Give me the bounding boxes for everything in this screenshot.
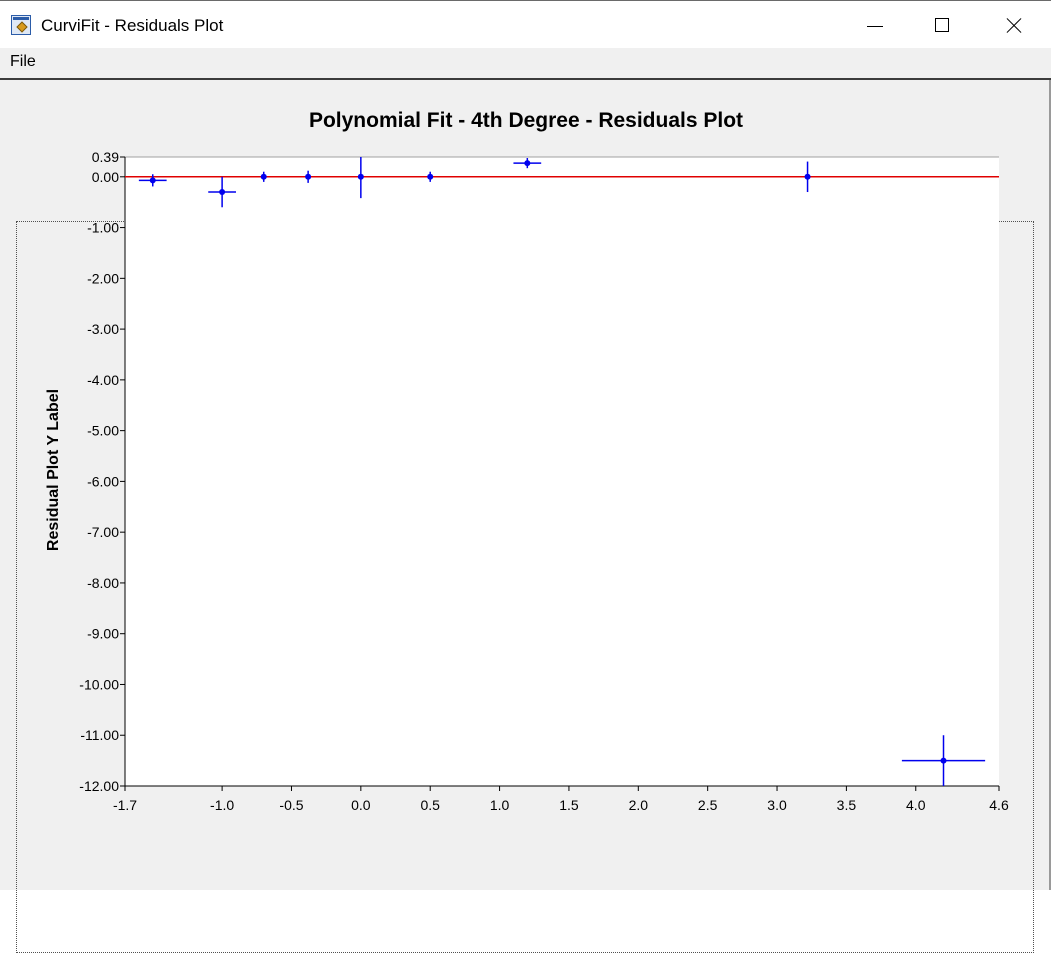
data-point (149, 177, 156, 184)
plot-area (125, 157, 999, 786)
y-tick-label: 0.00 (92, 169, 119, 185)
y-tick-label: -6.00 (87, 473, 119, 489)
y-tick-label: -8.00 (87, 575, 119, 591)
x-tick-label: 4.6 (989, 797, 1009, 813)
x-tick-label: 4.0 (906, 797, 926, 813)
y-tick-label: -1.00 (87, 220, 119, 236)
data-point (940, 757, 947, 764)
maximize-button[interactable] (908, 1, 978, 49)
x-tick-label: -1.7 (113, 797, 137, 813)
data-point (427, 173, 434, 180)
y-tick-label: -7.00 (87, 524, 119, 540)
data-point (219, 189, 226, 196)
y-tick-label: -9.00 (87, 626, 119, 642)
y-tick-label: 0.39 (92, 149, 119, 165)
data-point (524, 160, 531, 167)
y-tick-label: -12.00 (79, 778, 119, 794)
chart-title: Polynomial Fit - 4th Degree - Residuals … (309, 109, 743, 132)
y-tick-label: -10.00 (79, 676, 119, 692)
x-tick-label: -1.0 (210, 797, 234, 813)
data-point (804, 173, 811, 180)
y-tick-label: -2.00 (87, 270, 119, 286)
y-axis-label: Residual Plot Y Label (45, 389, 62, 551)
y-tick-label: -4.00 (87, 372, 119, 388)
x-tick-label: 1.0 (490, 797, 510, 813)
x-tick-label: 3.5 (837, 797, 857, 813)
y-tick-label: -3.00 (87, 321, 119, 337)
x-tick-label: 1.5 (559, 797, 579, 813)
x-tick-label: -0.5 (279, 797, 303, 813)
app-icon (11, 15, 31, 35)
data-point (305, 173, 312, 180)
x-tick-label: 0.0 (351, 797, 371, 813)
data-point (357, 173, 364, 180)
menu-bar: File (0, 48, 1051, 80)
x-tick-label: 0.5 (420, 797, 440, 813)
x-tick-label: 3.0 (767, 797, 787, 813)
menu-file[interactable]: File (10, 53, 36, 70)
x-tick-label: 2.0 (629, 797, 649, 813)
data-point (260, 173, 267, 180)
window-title: CurviFit - Residuals Plot (41, 16, 224, 35)
y-tick-label: -11.00 (80, 727, 119, 743)
y-tick-label: -5.00 (87, 423, 119, 439)
title-bar: CurviFit - Residuals Plot (0, 0, 1051, 48)
residuals-chart: Polynomial Fit - 4th Degree - Residuals … (45, 109, 1009, 813)
x-tick-label: 2.5 (698, 797, 718, 813)
minimize-button[interactable] (840, 1, 910, 49)
